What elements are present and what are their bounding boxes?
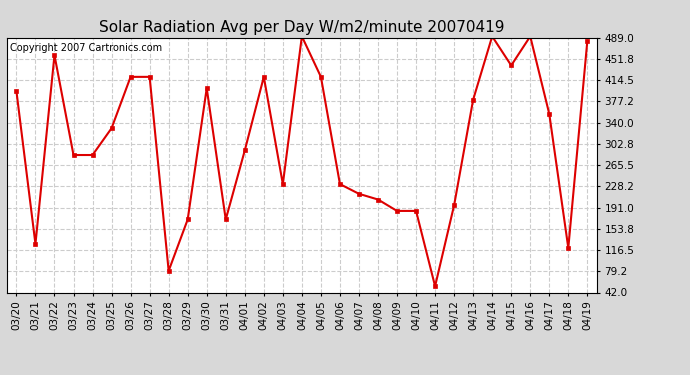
Text: Copyright 2007 Cartronics.com: Copyright 2007 Cartronics.com: [10, 43, 162, 52]
Title: Solar Radiation Avg per Day W/m2/minute 20070419: Solar Radiation Avg per Day W/m2/minute …: [99, 20, 504, 35]
